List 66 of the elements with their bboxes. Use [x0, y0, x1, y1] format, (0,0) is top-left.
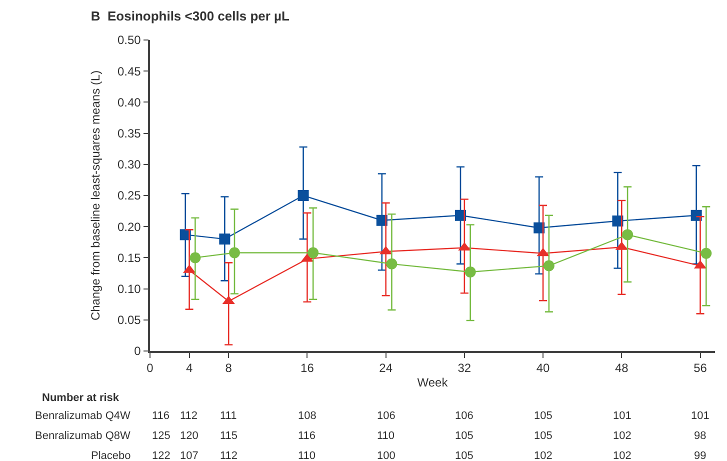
text: 101 — [691, 410, 710, 422]
point — [543, 260, 554, 272]
y-axis-title: Change from baseline least-squares means (L) — [88, 70, 102, 321]
chart-title: B Eosinophils <300 cells per µL — [90, 8, 290, 24]
x-tick-label: 32 — [458, 361, 472, 376]
y-tick-label: 0.50 — [117, 33, 142, 48]
text: 110 — [377, 430, 395, 442]
y-tick-label: 0.10 — [117, 282, 142, 296]
x-tick-label: 8 — [225, 361, 232, 376]
y-tick-label: 0.25 — [117, 188, 142, 203]
text: 120 — [180, 430, 198, 442]
point — [622, 229, 634, 240]
text: Benralizumab Q4W — [35, 410, 131, 422]
text: 102 — [613, 450, 632, 461]
x-axis-title: Week — [417, 376, 449, 390]
point — [455, 210, 466, 221]
text: 122 — [152, 450, 170, 461]
text: 116 — [298, 430, 316, 442]
text: Placebo — [91, 450, 131, 461]
text: 125 — [152, 430, 170, 442]
text: 116 — [152, 410, 170, 422]
x-tick-label: 4 — [186, 361, 193, 376]
text: 100 — [377, 450, 396, 461]
x-tick-label: 40 — [536, 361, 550, 376]
text: 105 — [455, 430, 474, 442]
text: Number at risk — [42, 392, 120, 404]
x-tick-label: 24 — [379, 361, 393, 376]
x-tick-label: 0 — [146, 361, 154, 376]
text: 98 — [694, 430, 706, 442]
text: 106 — [455, 410, 474, 422]
text: 105 — [534, 410, 552, 422]
point — [219, 234, 230, 245]
text: 111 — [220, 410, 237, 422]
text: 105 — [534, 430, 552, 442]
point — [190, 252, 201, 264]
y-tick-label: 0 — [134, 344, 142, 358]
text: 110 — [298, 450, 316, 461]
point — [700, 248, 712, 259]
point — [298, 190, 309, 201]
x-tick-label: 48 — [614, 361, 629, 376]
text: 107 — [180, 450, 198, 461]
x-tick-label: 16 — [300, 361, 314, 376]
text: 99 — [694, 450, 706, 461]
text: Benralizumab Q8W — [35, 430, 131, 442]
text: 102 — [613, 430, 632, 442]
point — [229, 247, 240, 258]
y-tick-label: 0.40 — [117, 95, 142, 110]
y-tick-label: 0.05 — [117, 313, 142, 328]
x-tick-label: 56 — [694, 361, 708, 376]
text: 106 — [377, 410, 396, 422]
text: 112 — [220, 450, 238, 461]
y-tick-label: 0.35 — [117, 126, 142, 140]
y-tick-label: 0.45 — [117, 64, 142, 78]
text: 105 — [455, 450, 474, 461]
text: 102 — [534, 450, 552, 461]
y-tick-label: 0.15 — [117, 250, 142, 265]
text: 108 — [298, 410, 316, 422]
y-tick-label: 0.20 — [117, 220, 142, 234]
point — [534, 222, 545, 234]
text: 112 — [180, 410, 198, 422]
text: 101 — [613, 410, 632, 422]
point — [386, 258, 398, 270]
point — [308, 247, 319, 258]
text: 115 — [220, 430, 238, 442]
y-tick-label: 0.30 — [117, 158, 142, 172]
point — [464, 266, 476, 278]
